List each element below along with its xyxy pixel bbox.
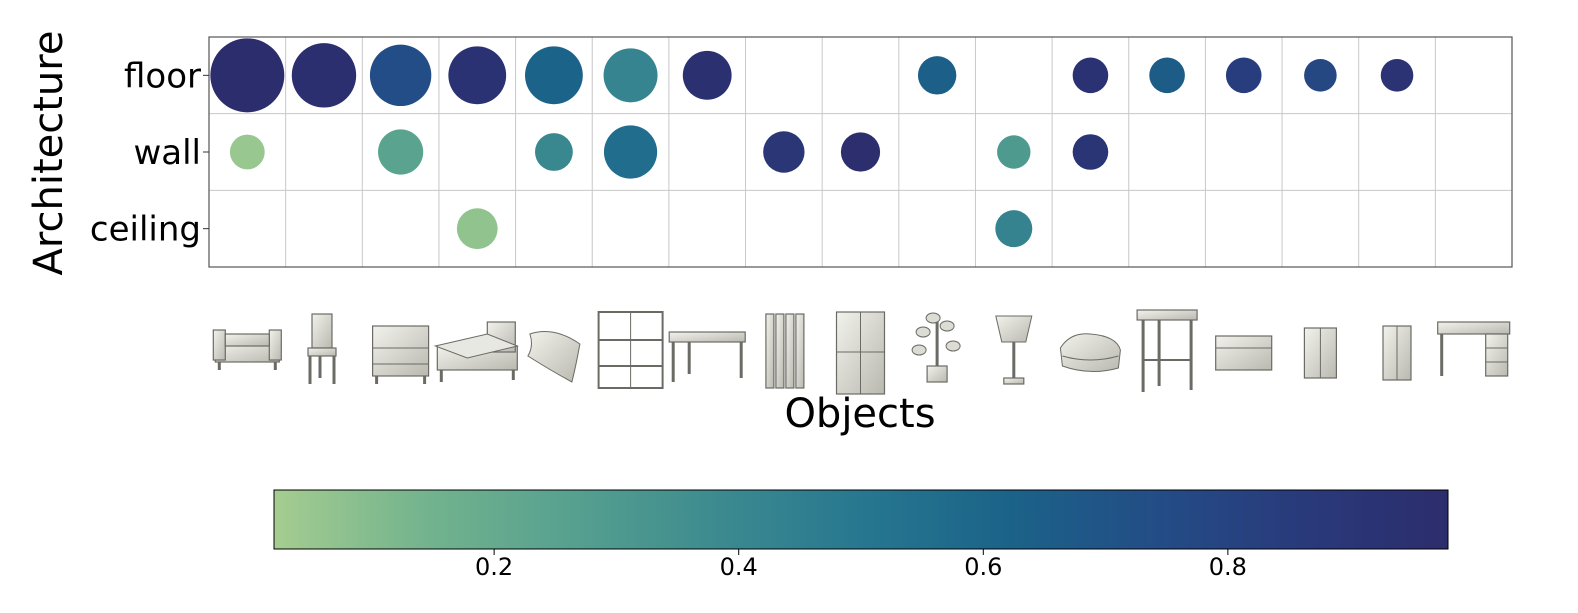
bubble-floor-15: [1380, 59, 1414, 92]
window-icon: [835, 311, 886, 395]
bubble-floor-9: [917, 56, 957, 95]
bubble-floor-12: [1149, 57, 1185, 94]
x-axis-title: Objects: [784, 391, 935, 437]
bubble-floor-11: [1072, 57, 1109, 94]
colorbar-ticks: 0.2 0.4 0.6 0.8: [475, 549, 1247, 581]
colorbar-tick-label: 0.6: [964, 553, 1002, 581]
desk-icon: [668, 331, 746, 382]
nightstand-icon: [372, 325, 430, 384]
bubble-wall-7: [763, 131, 805, 173]
bubble-wall-8: [840, 132, 881, 172]
bubble-floor-2: [369, 44, 432, 107]
object-thumbnails: [212, 309, 1511, 395]
chair-icon: [307, 313, 337, 384]
bubble-wall-11: [1072, 134, 1109, 170]
colorbar: [273, 489, 1449, 550]
bubble-floor-5: [603, 48, 658, 103]
bubble-floor-13: [1225, 57, 1262, 94]
blanket-icon: [1059, 333, 1121, 372]
bubble-floor-1: [291, 43, 357, 108]
curtain-icon: [765, 313, 805, 389]
colorbar-tick-label: 0.8: [1209, 553, 1247, 581]
bubble-floor-6: [682, 50, 732, 100]
bubble-wall-2: [378, 129, 424, 175]
row-label-ceiling: ceiling: [90, 210, 201, 250]
shelf-rack-icon: [597, 311, 664, 389]
y-axis-title: Architecture: [26, 31, 72, 276]
bubble-floor-3: [448, 46, 507, 105]
row-label-floor: floor: [124, 56, 201, 96]
row-label-wall: wall: [133, 133, 201, 173]
lamp-icon: [995, 315, 1033, 385]
bubble-floor-0: [210, 38, 285, 113]
bubble-wall-4: [535, 133, 573, 171]
pillow-icon: [527, 331, 581, 383]
wardrobe-icon: [1382, 325, 1412, 381]
colorbar-tick-label: 0.4: [720, 553, 758, 581]
row-labels: floor wall ceiling: [90, 56, 209, 250]
stool-icon: [1136, 309, 1198, 392]
plant-icon: [911, 312, 961, 383]
bubble-floor-4: [525, 46, 583, 105]
bubble-wall-5: [603, 125, 658, 179]
bubble-wall-0: [229, 134, 265, 170]
bed-icon: [433, 321, 519, 382]
box-icon: [1303, 327, 1338, 379]
cabinet-icon: [1215, 335, 1273, 371]
bubble-wall-10: [997, 135, 1031, 169]
bubble-ceiling-10: [995, 210, 1033, 248]
bubble-floor-14: [1304, 59, 1337, 92]
bubble-ceiling-3: [456, 208, 498, 250]
bubbles: [210, 38, 1414, 250]
sofa-icon: [212, 329, 282, 370]
colorbar-tick-label: 0.2: [475, 553, 513, 581]
desk-drawers-icon: [1437, 321, 1511, 377]
